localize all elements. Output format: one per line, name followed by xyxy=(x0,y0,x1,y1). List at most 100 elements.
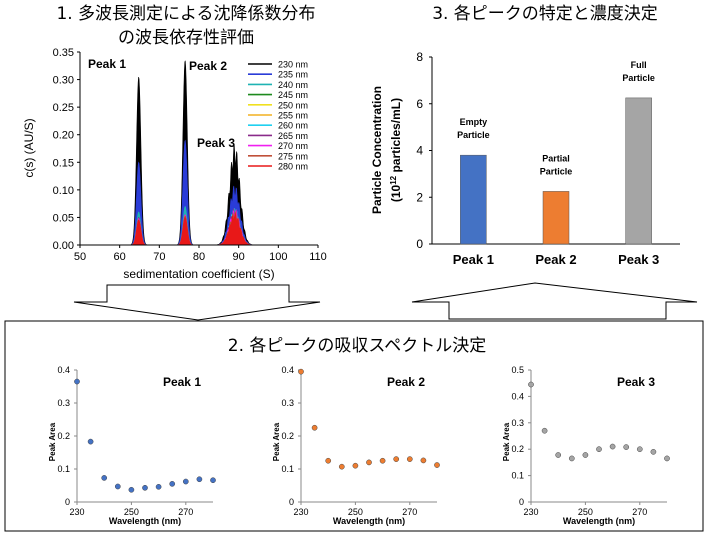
c2-y-tick-label: 0 xyxy=(416,237,423,251)
spectrum-point xyxy=(420,457,427,464)
spectrum-y-tick-label: 0 xyxy=(65,497,70,507)
spectrum-y-tick-label: 0 xyxy=(289,497,294,507)
spectrum-x-label: Wavelength (nm) xyxy=(333,516,405,526)
spectrum-point xyxy=(555,452,562,458)
spectrum-x-tick-label: 250 xyxy=(578,507,593,517)
spectrum-x-label: Wavelength (nm) xyxy=(563,516,635,526)
spectrum-point xyxy=(169,481,176,487)
concentration-chart: 0 2 4 6 8 Peak 1 Empty Particle Peak 2 Partial Pa… xyxy=(370,50,680,267)
c1-y-tick-label: 0.35 xyxy=(53,47,74,59)
spectrum-chart-peak2: 0 0.1 0.2 0.3 0.4 230 250 270 Peak 2 Wavelength (… xyxy=(272,365,440,526)
spectrum-point xyxy=(636,446,643,453)
spectrum-y-tick-label: 0.4 xyxy=(281,365,294,375)
c1-peak3-label: Peak 3 xyxy=(197,136,235,150)
series-fill-275-nm xyxy=(80,211,318,246)
spectrum-x-tick-label: 230 xyxy=(293,507,308,517)
spectrum-point xyxy=(528,381,534,388)
spectrum-x-tick-label: 250 xyxy=(124,507,139,517)
spectrum-point xyxy=(366,459,372,466)
c1-y-tick-label: 0.15 xyxy=(53,157,74,169)
c2-ticks: 0 2 4 6 8 xyxy=(416,50,432,251)
legend-label-230-nm: 230 nm xyxy=(278,60,308,70)
c1-y-tick-label: 0.30 xyxy=(53,75,74,87)
panel1-title-line2: の波長依存性評価 xyxy=(118,28,254,48)
spectrum-point xyxy=(582,452,589,458)
arrow-down-shape xyxy=(73,284,321,321)
arrow-up-shape xyxy=(411,282,698,320)
c1-y-tick-label: 0.10 xyxy=(53,185,74,197)
spectrum-title: Peak 3 xyxy=(617,375,655,389)
bar-label-line1: Empty xyxy=(460,117,488,127)
spectrum-y-tick-label: 0.4 xyxy=(57,365,70,375)
spectrum-point xyxy=(311,424,318,431)
c1-ticks: 50 60 70 80 90 100 110 0.00 0.05 0.10 0.15 0.20 0.25… xyxy=(53,47,327,263)
c2-y-label-line1: Particle Concentration xyxy=(370,86,384,214)
bar-category-label: Peak 2 xyxy=(535,252,576,267)
panel2-frame xyxy=(4,320,704,532)
legend-label-265-nm: 265 nm xyxy=(278,131,308,141)
c1-peak2-label: Peak 2 xyxy=(189,59,227,73)
spectrum-y-tick-label: 0.3 xyxy=(511,418,524,428)
spectrum-y-tick-label: 0 xyxy=(519,497,524,507)
spectrum-point xyxy=(609,443,616,450)
spectrum-point xyxy=(393,456,400,462)
spectrum-point xyxy=(128,486,135,493)
spectrum-point xyxy=(101,475,108,481)
c1-y-tick-label: 0.25 xyxy=(53,102,74,114)
c2-y-tick-label: 4 xyxy=(416,144,423,158)
spectrum-point xyxy=(650,448,657,455)
spectrum-point xyxy=(379,457,386,464)
spectrum-point xyxy=(352,462,359,469)
spectrum-title: Peak 2 xyxy=(387,375,425,389)
c1-x-tick-label: 50 xyxy=(74,251,86,263)
spectrum-point xyxy=(87,438,94,445)
series-fill-240-nm xyxy=(80,206,318,246)
c2-bars: Peak 1 Empty Particle Peak 2 Partial Particle… xyxy=(453,60,660,267)
spectrum-chart-peak1: 0 0.1 0.2 0.3 0.4 230 250 270 Peak 1 Wavelength (… xyxy=(48,365,216,526)
c1-y-label: c(s) (AU/S) xyxy=(22,118,36,177)
spectrum-chart-peak3: 0 0.1 0.2 0.3 0.4 0.5 230 250 270 Peak 3 Wavelengt… xyxy=(502,365,670,526)
spectrum-y-tick-label: 0.2 xyxy=(511,444,524,454)
c1-x-tick-label: 60 xyxy=(114,251,126,263)
legend-label-255-nm: 255 nm xyxy=(278,111,308,121)
spectrum-y-label: Peak Area xyxy=(48,422,57,461)
spectrum-point xyxy=(406,456,413,462)
c1-x-tick-label: 70 xyxy=(153,251,165,263)
c1-y-tick-label: 0.05 xyxy=(53,212,74,224)
spectrum-y-tick-label: 0.2 xyxy=(57,431,70,441)
spectrum-point xyxy=(541,427,548,434)
spectrum-y-tick-label: 0.1 xyxy=(511,471,524,481)
series-fill-260-nm xyxy=(80,208,318,246)
c2-y-label-line2: (1012 particles/mL) xyxy=(389,98,403,202)
spectrum-point xyxy=(623,444,630,450)
bar-label-line2: Particle xyxy=(540,166,573,176)
spectrum-point xyxy=(210,477,216,484)
spectrum-title: Peak 1 xyxy=(163,375,201,389)
series-fill-250-nm xyxy=(80,213,318,246)
series-fill-255-nm xyxy=(80,211,318,246)
spectrum-x-tick-label: 230 xyxy=(69,507,84,517)
spectrum-y-tick-label: 0.5 xyxy=(511,365,524,375)
c2-y-tick-label: 6 xyxy=(416,97,423,111)
spectrum-point xyxy=(182,478,189,485)
spectrum-x-tick-label: 270 xyxy=(402,507,417,517)
spectrum-y-tick-label: 0.3 xyxy=(57,398,70,408)
spectrum-point xyxy=(338,463,345,470)
bar-peak-2 xyxy=(542,191,570,245)
spectrum-point xyxy=(596,446,602,453)
c1-x-tick-label: 100 xyxy=(269,251,287,263)
bar-label-line1: Partial xyxy=(542,153,570,163)
spectrum-x-tick-label: 270 xyxy=(178,507,193,517)
spectrum-point xyxy=(568,455,575,462)
spectrum-point xyxy=(155,483,162,490)
legend-label-250-nm: 250 nm xyxy=(278,100,308,110)
legend-label-280-nm: 280 nm xyxy=(278,162,308,172)
c1-peak1-label: Peak 1 xyxy=(88,57,126,71)
spectrum-y-tick-label: 0.1 xyxy=(57,464,70,474)
c2-y-tick-label: 8 xyxy=(416,50,423,64)
c1-y-tick-label: 0.00 xyxy=(53,240,74,252)
series-fill-280-nm xyxy=(80,212,318,246)
spectrum-y-tick-label: 0.3 xyxy=(281,398,294,408)
c1-x-tick-label: 90 xyxy=(233,251,245,263)
